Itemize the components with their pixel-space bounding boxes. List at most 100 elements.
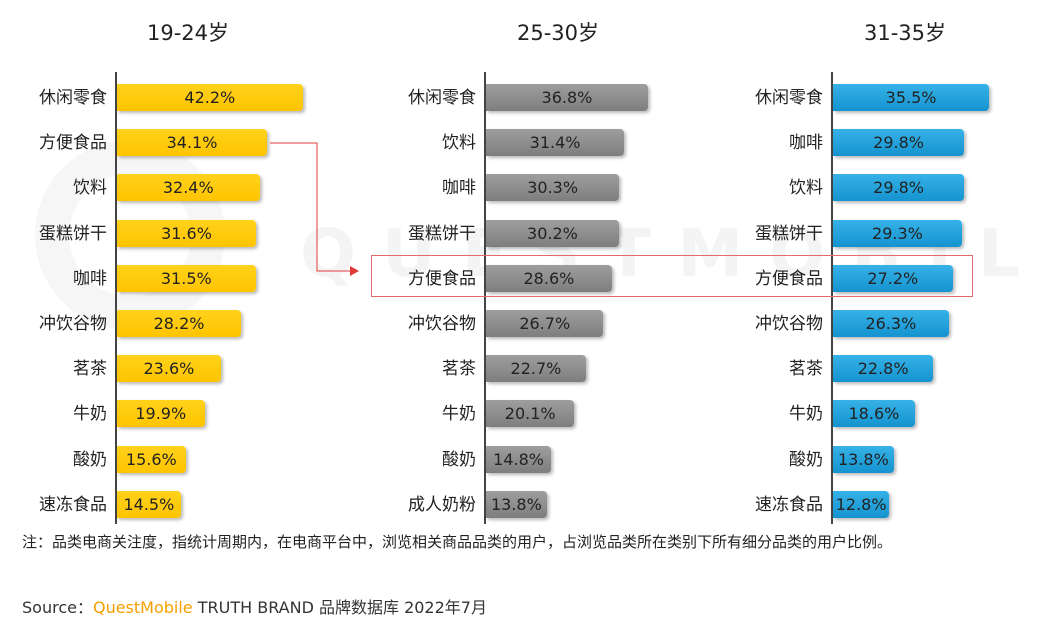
bar <box>486 264 612 292</box>
bar <box>486 445 552 473</box>
bar <box>117 264 256 292</box>
bar <box>486 174 620 202</box>
category-label: 蛋糕饼干 <box>408 223 476 244</box>
value-label: 31.5% <box>160 268 212 288</box>
category-label: 休闲零食 <box>755 88 823 108</box>
bar <box>486 310 604 337</box>
value-label: 13.8% <box>837 449 889 469</box>
value-label: 23.6% <box>143 359 195 379</box>
value-label: 30.3% <box>527 178 579 198</box>
panel-axis-0 <box>115 72 117 524</box>
value-label: 26.7% <box>519 314 571 333</box>
footnote: 注：品类电商关注度，指统计周期内，在电商平台中，浏览相关商品品类的用户，占浏览品… <box>22 533 893 551</box>
value-label: 28.6% <box>523 268 575 288</box>
category-label: 饮料 <box>442 133 476 154</box>
bar <box>117 310 242 337</box>
bar <box>833 355 934 383</box>
category-label: 牛奶 <box>789 404 823 425</box>
category-label: 冲饮谷物 <box>755 314 823 334</box>
category-label: 饮料 <box>789 178 823 199</box>
category-label: 方便食品 <box>408 268 476 289</box>
value-label: 14.8% <box>493 449 544 469</box>
value-label: 29.8% <box>873 133 924 153</box>
value-label: 19.9% <box>135 404 187 424</box>
category-label: 咖啡 <box>789 133 823 154</box>
bar <box>833 219 962 247</box>
bar <box>833 310 949 337</box>
category-label: 咖啡 <box>73 268 107 289</box>
panel-axis-2 <box>831 72 833 524</box>
value-label: 29.3% <box>872 223 923 243</box>
value-label: 18.6% <box>848 404 900 424</box>
value-label: 30.2% <box>527 223 578 243</box>
category-label: 牛奶 <box>73 404 107 425</box>
value-label: 27.2% <box>867 268 919 288</box>
value-label: 15.6% <box>125 449 177 469</box>
value-label: 31.4% <box>529 133 581 153</box>
category-label: 饮料 <box>73 178 107 199</box>
bar <box>833 264 953 292</box>
category-label: 酸奶 <box>442 449 476 470</box>
category-label: 蛋糕饼干 <box>755 223 823 244</box>
category-label: 冲饮谷物 <box>408 314 476 334</box>
value-label: 42.2% <box>184 88 236 107</box>
category-label: 茗茶 <box>442 359 476 380</box>
category-label: 咖啡 <box>442 178 476 199</box>
category-label: 方便食品 <box>39 133 107 154</box>
category-label: 冲饮谷物 <box>39 314 107 334</box>
bar <box>117 400 205 428</box>
value-label: 13.8% <box>490 494 542 514</box>
bar <box>833 445 894 473</box>
category-label: 休闲零食 <box>408 88 476 108</box>
category-label: 酸奶 <box>789 449 823 470</box>
highlight-box <box>371 255 973 297</box>
category-label: 牛奶 <box>442 404 476 425</box>
bar <box>486 84 648 111</box>
bar <box>486 129 625 157</box>
bar <box>833 84 990 111</box>
bar <box>117 219 257 247</box>
value-label: 12.8% <box>835 494 887 514</box>
bar <box>486 400 575 428</box>
bar <box>833 174 965 202</box>
value-label: 22.8% <box>857 359 909 379</box>
bar <box>117 129 268 157</box>
bar <box>833 490 890 518</box>
value-label: 20.1% <box>504 404 556 424</box>
panel-axis-1 <box>484 72 486 524</box>
value-label: 32.4% <box>162 178 214 198</box>
panel-title-2: 31-35岁 <box>863 21 947 45</box>
value-label: 31.6% <box>161 223 212 243</box>
source-brand: QuestMobile <box>92 598 193 617</box>
panel-title-0: 19-24岁 <box>146 21 230 45</box>
category-label: 成人奶粉 <box>408 494 476 515</box>
category-label: 茗茶 <box>73 359 107 380</box>
bar <box>833 129 965 157</box>
bar <box>833 400 915 428</box>
bar <box>117 445 186 473</box>
value-label: 36.8% <box>541 88 593 107</box>
value-label: 14.5% <box>123 494 175 514</box>
source-rest: TRUTH BRAND 品牌数据库 2022年7月 <box>192 598 487 617</box>
panel-title-1: 25-30岁 <box>516 21 600 45</box>
value-label: 35.5% <box>885 88 937 107</box>
bar <box>486 490 547 518</box>
value-label: 28.2% <box>153 314 205 333</box>
value-label: 26.3% <box>865 314 917 333</box>
category-label: 茗茶 <box>789 359 823 380</box>
category-label: 酸奶 <box>73 449 107 470</box>
category-label: 方便食品 <box>755 268 823 289</box>
bar <box>117 174 260 202</box>
bar <box>117 355 221 383</box>
category-label: 蛋糕饼干 <box>39 223 107 244</box>
category-label: 休闲零食 <box>39 88 107 108</box>
value-label: 34.1% <box>166 133 218 153</box>
value-label: 29.8% <box>873 178 924 198</box>
bar <box>486 355 586 383</box>
source-prefix: Source： <box>22 598 93 617</box>
value-label: 22.7% <box>510 359 562 379</box>
bar <box>117 84 303 111</box>
source-line: Source：QuestMobile TRUTH BRAND 品牌数据库 202… <box>22 597 487 619</box>
bar <box>117 490 181 518</box>
